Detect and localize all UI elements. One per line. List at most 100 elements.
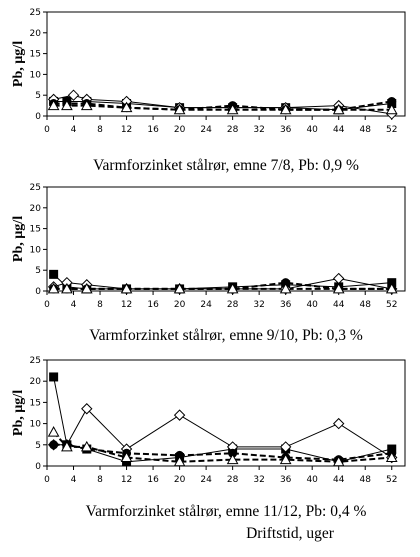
data-point-s3-8 [385, 103, 398, 115]
y-tick-label: 15 [30, 50, 41, 60]
data-point-s3-2 [80, 440, 93, 452]
data-point-s3-5 [226, 282, 239, 294]
data-point-s3-2 [80, 99, 93, 111]
y-axis-label: Pb, µg/l [11, 390, 26, 436]
x-tick-label: 40 [306, 125, 318, 135]
x-tick-label: 40 [306, 475, 318, 485]
x-tick-label: 0 [44, 300, 50, 310]
y-tick-label: 15 [30, 225, 41, 235]
x-tick-label: 4 [71, 475, 77, 485]
x-tick-label: 20 [174, 125, 186, 135]
panel-caption: Varmforzinket stålrør, emne 9/10, Pb: 0,… [89, 327, 363, 344]
x-tick-label: 32 [253, 125, 264, 135]
data-point-s3-3 [120, 101, 133, 113]
x-axis-label: Driftstid, uger [246, 525, 335, 542]
data-point-s1-7 [332, 272, 345, 285]
x-tick-label: 0 [44, 475, 50, 485]
x-tick-label: 52 [386, 475, 397, 485]
y-tick-label: 15 [30, 398, 41, 408]
y-tick-label: 5 [35, 266, 41, 276]
data-point-s3-4 [173, 282, 186, 294]
y-tick-label: 10 [30, 420, 42, 430]
y-tick-label: 10 [30, 70, 42, 80]
x-tick-label: 32 [253, 300, 264, 310]
y-tick-label: 25 [30, 183, 41, 193]
data-point-s3-6 [279, 103, 292, 115]
x-tick-label: 24 [200, 475, 212, 485]
x-tick-label: 24 [200, 125, 212, 135]
x-tick-label: 12 [121, 475, 132, 485]
y-axis-label: Pb, µg/l [11, 216, 26, 262]
data-point-s3-8 [385, 282, 398, 294]
y-tick-label: 0 [35, 287, 41, 297]
x-tick-label: 20 [174, 475, 186, 485]
x-tick-label: 52 [386, 125, 397, 135]
data-point-s1-4 [173, 409, 186, 421]
x-tick-label: 8 [97, 125, 103, 135]
data-point-s3-0 [47, 426, 60, 437]
x-tick-label: 12 [121, 300, 132, 310]
data-point-s3-5 [226, 453, 239, 465]
panel-caption: Varmforzinket stålrør, emne 11/12, Pb: 0… [86, 503, 367, 520]
panel-caption: Varmforzinket stålrør, emne 7/8, Pb: 0,9… [93, 157, 359, 174]
x-tick-label: 16 [147, 300, 159, 310]
x-tick-label: 36 [280, 125, 292, 135]
x-tick-label: 12 [121, 125, 132, 135]
data-point-s1-2 [81, 403, 93, 415]
data-point-s3-4 [173, 103, 186, 115]
y-tick-label: 0 [35, 462, 41, 472]
y-tick-label: 10 [30, 245, 42, 255]
x-tick-label: 48 [359, 125, 371, 135]
data-point-s3-7 [332, 282, 345, 294]
data-point-s3-7 [332, 103, 345, 115]
y-tick-label: 20 [30, 204, 42, 214]
y-tick-label: 5 [35, 441, 41, 451]
data-point-s0-0 [49, 269, 59, 279]
plot-frame [46, 186, 406, 292]
x-tick-label: 24 [200, 300, 212, 310]
data-point-s1-7 [332, 417, 345, 430]
x-tick-label: 28 [227, 125, 239, 135]
x-tick-label: 16 [147, 475, 159, 485]
x-tick-label: 44 [333, 475, 345, 485]
x-tick-label: 28 [227, 475, 239, 485]
x-tick-label: 8 [97, 300, 103, 310]
plot-frame [46, 11, 406, 117]
data-point-s2-0 [49, 440, 59, 450]
series-line-3 [52, 431, 392, 463]
data-point-s3-6 [279, 453, 292, 465]
data-point-s3-1 [61, 282, 73, 294]
data-point-s3-0 [47, 99, 60, 111]
x-tick-label: 48 [359, 300, 371, 310]
x-tick-label: 36 [280, 475, 292, 485]
data-point-s3-7 [332, 455, 345, 467]
x-tick-label: 36 [280, 300, 292, 310]
data-point-s3-6 [279, 282, 292, 294]
x-tick-label: 48 [359, 475, 371, 485]
y-tick-label: 25 [30, 8, 41, 18]
y-axis-label: Pb, µg/l [11, 41, 26, 87]
x-tick-label: 52 [386, 300, 397, 310]
data-point-s0-0 [49, 372, 59, 382]
data-point-s3-5 [226, 103, 239, 115]
data-point-s3-1 [61, 99, 73, 111]
data-point-s3-0 [47, 282, 60, 294]
data-point-s3-8 [385, 451, 398, 463]
data-point-s3-3 [120, 282, 133, 294]
data-point-s3-2 [80, 282, 93, 294]
x-tick-label: 16 [147, 125, 159, 135]
y-tick-label: 20 [30, 29, 42, 39]
data-point-s3-1 [61, 440, 73, 452]
x-tick-label: 40 [306, 300, 318, 310]
x-tick-label: 4 [71, 125, 77, 135]
x-tick-label: 44 [333, 300, 345, 310]
x-tick-label: 32 [253, 475, 264, 485]
data-point-s1-1 [67, 89, 80, 101]
data-point-s1-6 [279, 441, 292, 453]
y-tick-label: 25 [30, 356, 41, 366]
data-point-s3-4 [173, 455, 186, 467]
data-point-s3-3 [120, 451, 133, 463]
x-tick-label: 8 [97, 475, 103, 485]
